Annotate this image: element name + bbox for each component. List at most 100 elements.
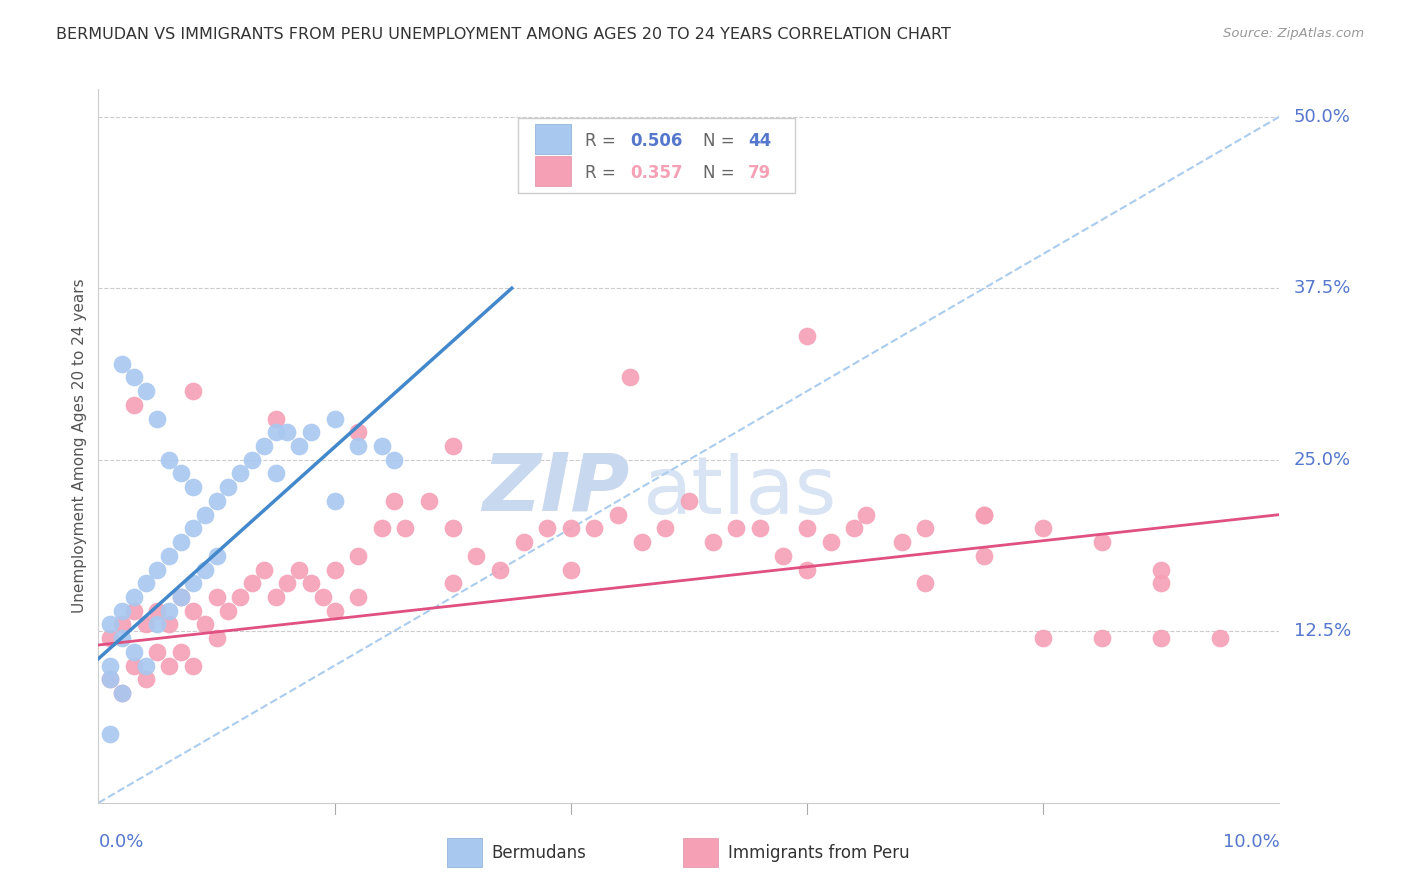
Point <box>382 494 405 508</box>
Point <box>1032 521 1054 535</box>
Point <box>181 384 204 398</box>
Text: Bermudans: Bermudans <box>492 844 586 862</box>
Point <box>170 535 193 549</box>
Point <box>512 535 534 549</box>
Point <box>240 452 263 467</box>
Point <box>1150 631 1173 645</box>
Point <box>914 521 936 535</box>
Text: N =: N = <box>703 164 740 182</box>
Point <box>441 439 464 453</box>
Point <box>382 452 405 467</box>
Point <box>157 549 180 563</box>
Point <box>240 576 263 591</box>
Text: 0.357: 0.357 <box>630 164 682 182</box>
Point <box>194 562 217 576</box>
Text: 50.0%: 50.0% <box>1294 108 1351 126</box>
Point <box>170 467 193 481</box>
Point <box>264 411 287 425</box>
Point <box>98 673 121 687</box>
Point <box>702 535 724 549</box>
Text: 79: 79 <box>748 164 772 182</box>
Point <box>111 617 134 632</box>
Point <box>796 521 818 535</box>
Text: 10.0%: 10.0% <box>1223 833 1279 851</box>
Text: 25.0%: 25.0% <box>1294 450 1351 468</box>
Point <box>229 590 252 604</box>
Point <box>1091 631 1114 645</box>
Point <box>560 562 582 576</box>
Point <box>630 535 652 549</box>
Point <box>122 658 145 673</box>
Point <box>371 521 394 535</box>
Point <box>122 645 145 659</box>
Text: 12.5%: 12.5% <box>1294 623 1351 640</box>
Point <box>973 549 995 563</box>
Point <box>299 425 322 440</box>
Point <box>170 590 193 604</box>
Point <box>264 590 287 604</box>
Point <box>98 631 121 645</box>
Point <box>217 480 239 494</box>
Point <box>619 370 641 384</box>
Point <box>98 617 121 632</box>
Point <box>347 549 370 563</box>
Point <box>194 508 217 522</box>
Point <box>135 576 157 591</box>
Point <box>135 658 157 673</box>
Text: R =: R = <box>585 132 621 150</box>
FancyBboxPatch shape <box>536 124 571 154</box>
Point <box>1091 535 1114 549</box>
Text: R =: R = <box>585 164 621 182</box>
Point <box>135 673 157 687</box>
Point <box>441 576 464 591</box>
Point <box>146 645 169 659</box>
Point <box>855 508 877 522</box>
Point <box>170 590 193 604</box>
Point <box>654 521 676 535</box>
Point <box>181 658 204 673</box>
Point <box>678 494 700 508</box>
Point <box>181 521 204 535</box>
Point <box>560 521 582 535</box>
Point <box>725 521 748 535</box>
Text: ZIP: ZIP <box>482 450 630 528</box>
Point <box>146 562 169 576</box>
Point <box>418 494 440 508</box>
Point <box>253 562 276 576</box>
Point <box>98 727 121 741</box>
Point <box>1150 576 1173 591</box>
Point <box>1209 631 1232 645</box>
Point <box>111 686 134 700</box>
Text: Immigrants from Peru: Immigrants from Peru <box>728 844 910 862</box>
Point <box>170 645 193 659</box>
FancyBboxPatch shape <box>517 118 796 193</box>
Point <box>323 494 346 508</box>
Point <box>157 452 180 467</box>
Point <box>205 590 228 604</box>
Point <box>583 521 606 535</box>
Point <box>323 562 346 576</box>
Point <box>205 631 228 645</box>
Point <box>181 576 204 591</box>
Point <box>973 508 995 522</box>
Text: 0.0%: 0.0% <box>98 833 143 851</box>
Point <box>323 604 346 618</box>
Point <box>135 384 157 398</box>
Point <box>98 673 121 687</box>
Point <box>98 658 121 673</box>
Point <box>299 576 322 591</box>
Point <box>371 439 394 453</box>
Point <box>111 604 134 618</box>
Point <box>441 521 464 535</box>
Y-axis label: Unemployment Among Ages 20 to 24 years: Unemployment Among Ages 20 to 24 years <box>72 278 87 614</box>
Point <box>347 590 370 604</box>
Text: BERMUDAN VS IMMIGRANTS FROM PERU UNEMPLOYMENT AMONG AGES 20 TO 24 YEARS CORRELAT: BERMUDAN VS IMMIGRANTS FROM PERU UNEMPLO… <box>56 27 950 42</box>
Point <box>111 686 134 700</box>
Point <box>347 425 370 440</box>
Point <box>347 439 370 453</box>
Point <box>394 521 416 535</box>
FancyBboxPatch shape <box>536 156 571 186</box>
Point <box>772 549 794 563</box>
Point <box>122 590 145 604</box>
Point <box>914 576 936 591</box>
